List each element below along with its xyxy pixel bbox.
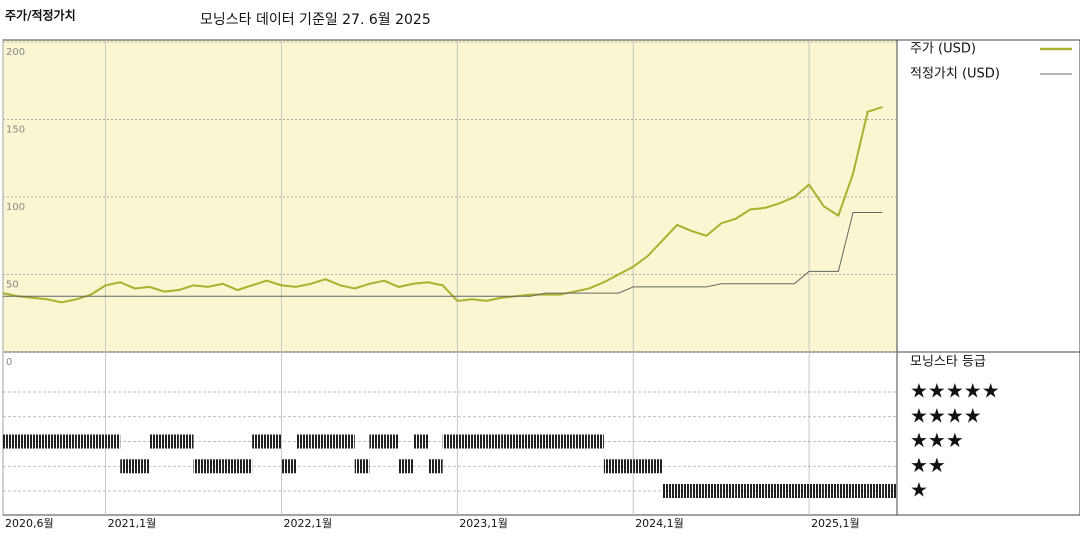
rating-bar	[281, 459, 297, 474]
rating-bar	[618, 459, 634, 474]
rating-bar	[867, 484, 883, 498]
rating-bar	[574, 434, 590, 449]
series-line	[2, 106, 883, 304]
rating-bar	[193, 459, 209, 474]
rating-bar	[471, 434, 487, 449]
rating-bar	[164, 434, 179, 449]
rating-label: ★★	[910, 453, 946, 477]
rating-bar	[603, 459, 619, 474]
rating-bar	[105, 434, 121, 449]
rating-bar	[32, 434, 47, 449]
rating-bar	[46, 434, 62, 449]
rating-bar	[853, 484, 868, 498]
x-tick-label: 2020,6월	[5, 517, 54, 530]
x-tick-label: 2023,1월	[459, 517, 508, 530]
rating-bar	[721, 484, 736, 498]
y-tick-label: 200	[6, 47, 25, 58]
rating-label: ★	[910, 478, 928, 502]
legend-label: 주가 (USD)	[910, 42, 976, 57]
rating-bar	[178, 434, 194, 449]
rating-bar	[266, 434, 282, 449]
legend-label: 적정가치 (USD)	[910, 67, 1000, 82]
rating-label: ★★★★	[910, 403, 982, 427]
rating-bar	[61, 434, 77, 449]
rating-bar	[340, 434, 355, 449]
rating-bar	[296, 434, 311, 449]
rating-bar	[442, 434, 458, 449]
x-tick-label: 2021,1월	[108, 517, 157, 530]
rating-bar	[398, 459, 414, 474]
rating-bar	[384, 434, 399, 449]
rating-bar	[706, 484, 722, 498]
rating-bar	[208, 459, 223, 474]
rating-bar	[662, 484, 678, 498]
rating-bar	[823, 484, 839, 498]
x-tick-label: 2025,1월	[811, 517, 860, 530]
rating-bar	[252, 434, 267, 449]
rating-bar	[501, 434, 516, 449]
series-line	[3, 212, 883, 297]
rating-bar	[134, 459, 150, 474]
rating-bar	[647, 459, 663, 474]
rating-title: 모닝스타 등급	[910, 355, 986, 370]
rating-bar	[750, 484, 766, 498]
rating-bar	[765, 484, 780, 498]
rating-label: ★★★★★	[910, 379, 1000, 403]
rating-bar	[354, 459, 370, 474]
rating-bar	[515, 434, 531, 449]
y-tick-label: 0	[6, 357, 12, 368]
rating-bar	[428, 459, 443, 474]
rating-bar	[794, 484, 810, 498]
rating-bar	[149, 434, 165, 449]
rating-bar	[677, 484, 692, 498]
rating-bar	[222, 459, 238, 474]
rating-bar	[589, 434, 604, 449]
rating-bar	[779, 484, 795, 498]
rating-bar	[882, 484, 897, 498]
chart-title: 주가/적정가치	[5, 8, 76, 23]
price-panel	[3, 40, 897, 352]
y-tick-label: 150	[6, 125, 25, 136]
rating-bar	[559, 434, 575, 449]
y-tick-label: 100	[6, 202, 25, 213]
rating-bar	[530, 434, 546, 449]
rating-bar	[310, 434, 326, 449]
y-tick-label: 50	[6, 280, 19, 291]
x-tick-label: 2024,1월	[635, 517, 684, 530]
rating-bar	[90, 434, 106, 449]
x-tick-label: 2022,1월	[283, 517, 332, 530]
rating-bar	[3, 434, 18, 449]
rating-bar	[809, 484, 824, 498]
rating-bar	[76, 434, 91, 449]
rating-bar	[545, 434, 560, 449]
rating-bar	[237, 459, 253, 474]
rating-bar	[325, 434, 341, 449]
rating-bar	[413, 434, 429, 449]
rating-bar	[633, 459, 648, 474]
rating-bar	[17, 434, 33, 449]
rating-bar	[120, 459, 135, 474]
rating-bar	[457, 434, 472, 449]
rating-bar	[735, 484, 751, 498]
rating-bar	[838, 484, 854, 498]
chart-subtitle: 모닝스타 데이터 기준일 27. 6월 2025	[200, 12, 431, 28]
rating-bar	[486, 434, 502, 449]
rating-label: ★★★	[910, 428, 964, 452]
rating-bar	[369, 434, 385, 449]
rating-bar	[691, 484, 707, 498]
